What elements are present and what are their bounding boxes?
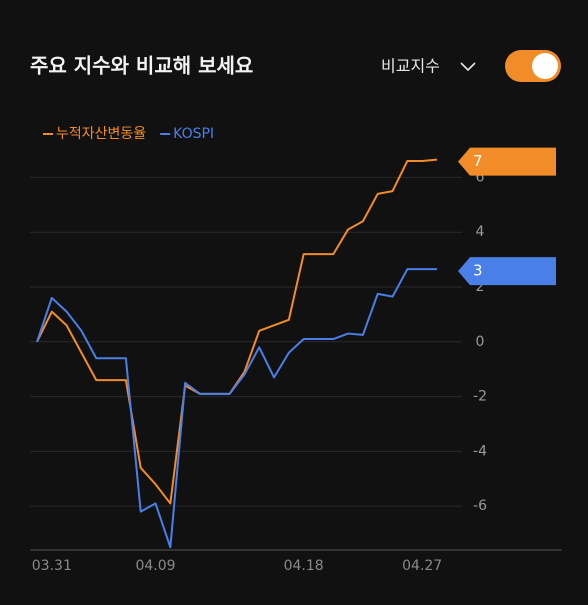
x-tick-label: 04.27 [402, 558, 442, 574]
end-label: 3 [473, 262, 483, 280]
series-line [36, 268, 437, 549]
title: 주요 지수와 비교해 보세요 [30, 54, 253, 78]
end-flag [458, 257, 556, 286]
x-tick-label: 04.18 [284, 558, 324, 574]
y-tick-label: 0 [476, 334, 485, 350]
compare-label[interactable]: 비교지수 [381, 57, 440, 76]
y-tick-label: 2 [476, 279, 485, 295]
chevron[interactable] [460, 62, 476, 72]
y-tick-label: -4 [473, 443, 487, 459]
y-tick-label: 4 [476, 224, 485, 240]
y-tick-label: -6 [473, 498, 487, 514]
y-tick-label: -2 [473, 389, 487, 405]
x-tick-label: 04.09 [135, 558, 175, 574]
legend-label: KOSPI [173, 126, 214, 142]
end-flag [458, 147, 556, 176]
y-tick-label: 6 [476, 169, 485, 185]
end-label: 7 [473, 152, 483, 170]
x-tick-label: 03.31 [32, 558, 72, 574]
legend-label: 누적자산변동율 [56, 126, 146, 142]
toggle-knob[interactable] [532, 53, 558, 79]
